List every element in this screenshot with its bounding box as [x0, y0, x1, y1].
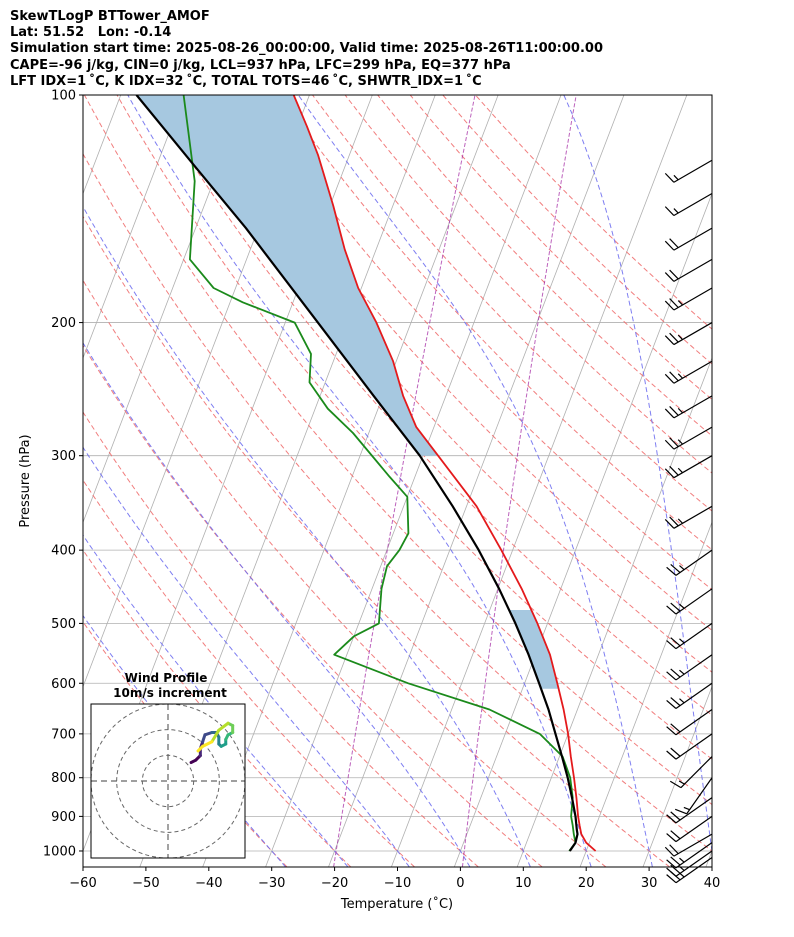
wind-barb [666, 842, 713, 869]
isotherm-line [265, 95, 562, 867]
x-tick-label: −60 [69, 876, 96, 891]
time-line: Simulation start time: 2025-08-26_00:00:… [10, 41, 603, 56]
y-tick-label: 500 [51, 617, 76, 632]
isotherm-line [642, 685, 712, 867]
wind-barb [666, 588, 713, 615]
y-tick-label: 700 [51, 727, 76, 742]
moist-adiabat-line [563, 95, 712, 855]
cape-line: CAPE=-96 j/kg, CIN=0 j/kg, LCL=937 hPa, … [10, 58, 511, 73]
x-tick-label: 20 [578, 876, 595, 891]
wind-barb [666, 733, 713, 760]
hodograph-title: Wind Profile [125, 671, 208, 685]
wind-barb [664, 360, 713, 384]
wind-barb [664, 227, 713, 251]
dry-adiabat-line [83, 95, 712, 806]
cape-shading [509, 610, 559, 689]
dry-adiabat-line [83, 479, 415, 867]
hodograph-segment [210, 728, 221, 744]
mixing-ratio-line [461, 95, 577, 867]
cape-shading [136, 95, 439, 456]
wind-barb [664, 287, 713, 311]
hodograph-segment [196, 744, 205, 753]
y-axis-label: Pressure (hPa) [18, 434, 33, 527]
x-tick-label: 30 [641, 876, 658, 891]
wind-barb [666, 682, 713, 709]
dry-adiabat-line [116, 95, 712, 760]
dry-adiabat-line [344, 95, 712, 474]
hodograph-subtitle: 10m/s increment [113, 686, 227, 700]
dry-adiabat-line [83, 549, 352, 867]
dry-adiabat-line [83, 344, 543, 867]
wind-barb [666, 850, 713, 877]
chart-title: SkewTLogP BTTower_AMOF [10, 9, 210, 24]
moist-adiabat-line [83, 446, 410, 867]
wind-barb [664, 395, 713, 419]
location-line: Lat: 51.52 Lon: -0.14 [10, 25, 172, 40]
wind-barb [666, 709, 713, 736]
y-tick-label: 100 [51, 89, 76, 104]
wind-barb [666, 622, 713, 650]
hodograph-frame [90, 703, 246, 859]
moist-adiabat-line [83, 614, 287, 867]
isotherm-line [83, 95, 247, 524]
wind-barb [664, 455, 713, 479]
x-tick-label: 40 [704, 876, 721, 891]
dry-adiabat-line [475, 95, 712, 330]
moist-adiabat-line [297, 95, 653, 867]
dry-adiabat-line [312, 95, 712, 512]
x-tick-label: −40 [195, 876, 222, 891]
parcel-path-line [135, 95, 579, 852]
dry-adiabat-line [377, 95, 712, 437]
isotherm-line [453, 192, 712, 867]
x-tick-label: −20 [321, 876, 348, 891]
wind-barb [666, 815, 713, 843]
y-tick-label: 200 [51, 316, 76, 331]
x-tick-label: −50 [132, 876, 159, 891]
dry-adiabat-line [442, 95, 712, 365]
isotherm-line [328, 95, 625, 867]
isotherm-line [579, 521, 712, 867]
wind-barb [664, 833, 713, 857]
moist-adiabat-line [83, 342, 471, 867]
wind-barb [666, 797, 713, 824]
y-tick-label: 400 [51, 544, 76, 559]
x-tick-label: −10 [384, 876, 411, 891]
isotherm-line [202, 95, 499, 867]
x-tick-label: 10 [515, 876, 532, 891]
isotherm-line [83, 95, 185, 360]
wind-barb [664, 159, 713, 183]
y-tick-label: 900 [51, 810, 76, 825]
wind-barb [664, 193, 713, 217]
index-line: LFT IDX=1 ˚C, K IDX=32 ˚C, TOTAL TOTS=46… [10, 74, 482, 89]
hodograph-segment [201, 740, 214, 748]
dry-adiabat-line [83, 152, 712, 852]
temperature-line [292, 95, 597, 852]
y-tick-label: 600 [51, 677, 76, 692]
hodograph-segment [217, 721, 230, 732]
wind-barb [664, 426, 713, 450]
dry-adiabat-line [181, 95, 712, 673]
moist-adiabat-line [83, 534, 349, 867]
moist-adiabat-line [83, 205, 531, 867]
wind-barb [666, 549, 713, 576]
dry-adiabat-line [149, 95, 712, 716]
wind-barb [664, 322, 713, 346]
wind-barb [666, 654, 713, 681]
wind-barb [669, 756, 713, 789]
dry-adiabat-line [83, 411, 479, 867]
x-tick-label: −30 [258, 876, 285, 891]
wind-barb [664, 505, 713, 529]
y-tick-label: 300 [51, 449, 76, 464]
y-tick-label: 800 [51, 771, 76, 786]
wind-barb [664, 258, 713, 282]
dry-adiabat-line [83, 279, 607, 867]
x-tick-label: 0 [456, 876, 464, 891]
x-axis-label: Temperature (˚C) [340, 896, 453, 912]
wind-barb [674, 777, 713, 815]
isotherm-line [705, 849, 712, 867]
isotherm-line [516, 356, 712, 867]
mixing-ratio-line [333, 95, 476, 867]
y-tick-label: 1000 [43, 844, 76, 859]
